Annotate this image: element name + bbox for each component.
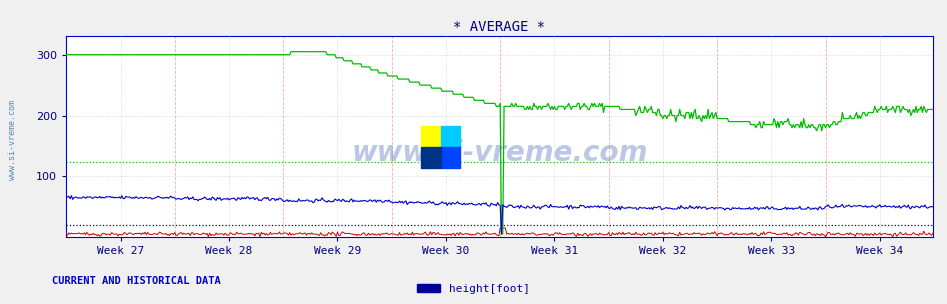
Bar — [440, 147, 460, 168]
Bar — [440, 126, 460, 147]
Title: * AVERAGE *: * AVERAGE * — [454, 20, 545, 34]
Bar — [421, 147, 440, 168]
Text: www.si-vreme.com: www.si-vreme.com — [8, 100, 17, 180]
Text: www.si-vreme.com: www.si-vreme.com — [351, 139, 648, 167]
Bar — [421, 126, 440, 147]
Legend: height[foot]: height[foot] — [413, 280, 534, 299]
Text: CURRENT AND HISTORICAL DATA: CURRENT AND HISTORICAL DATA — [52, 276, 221, 286]
